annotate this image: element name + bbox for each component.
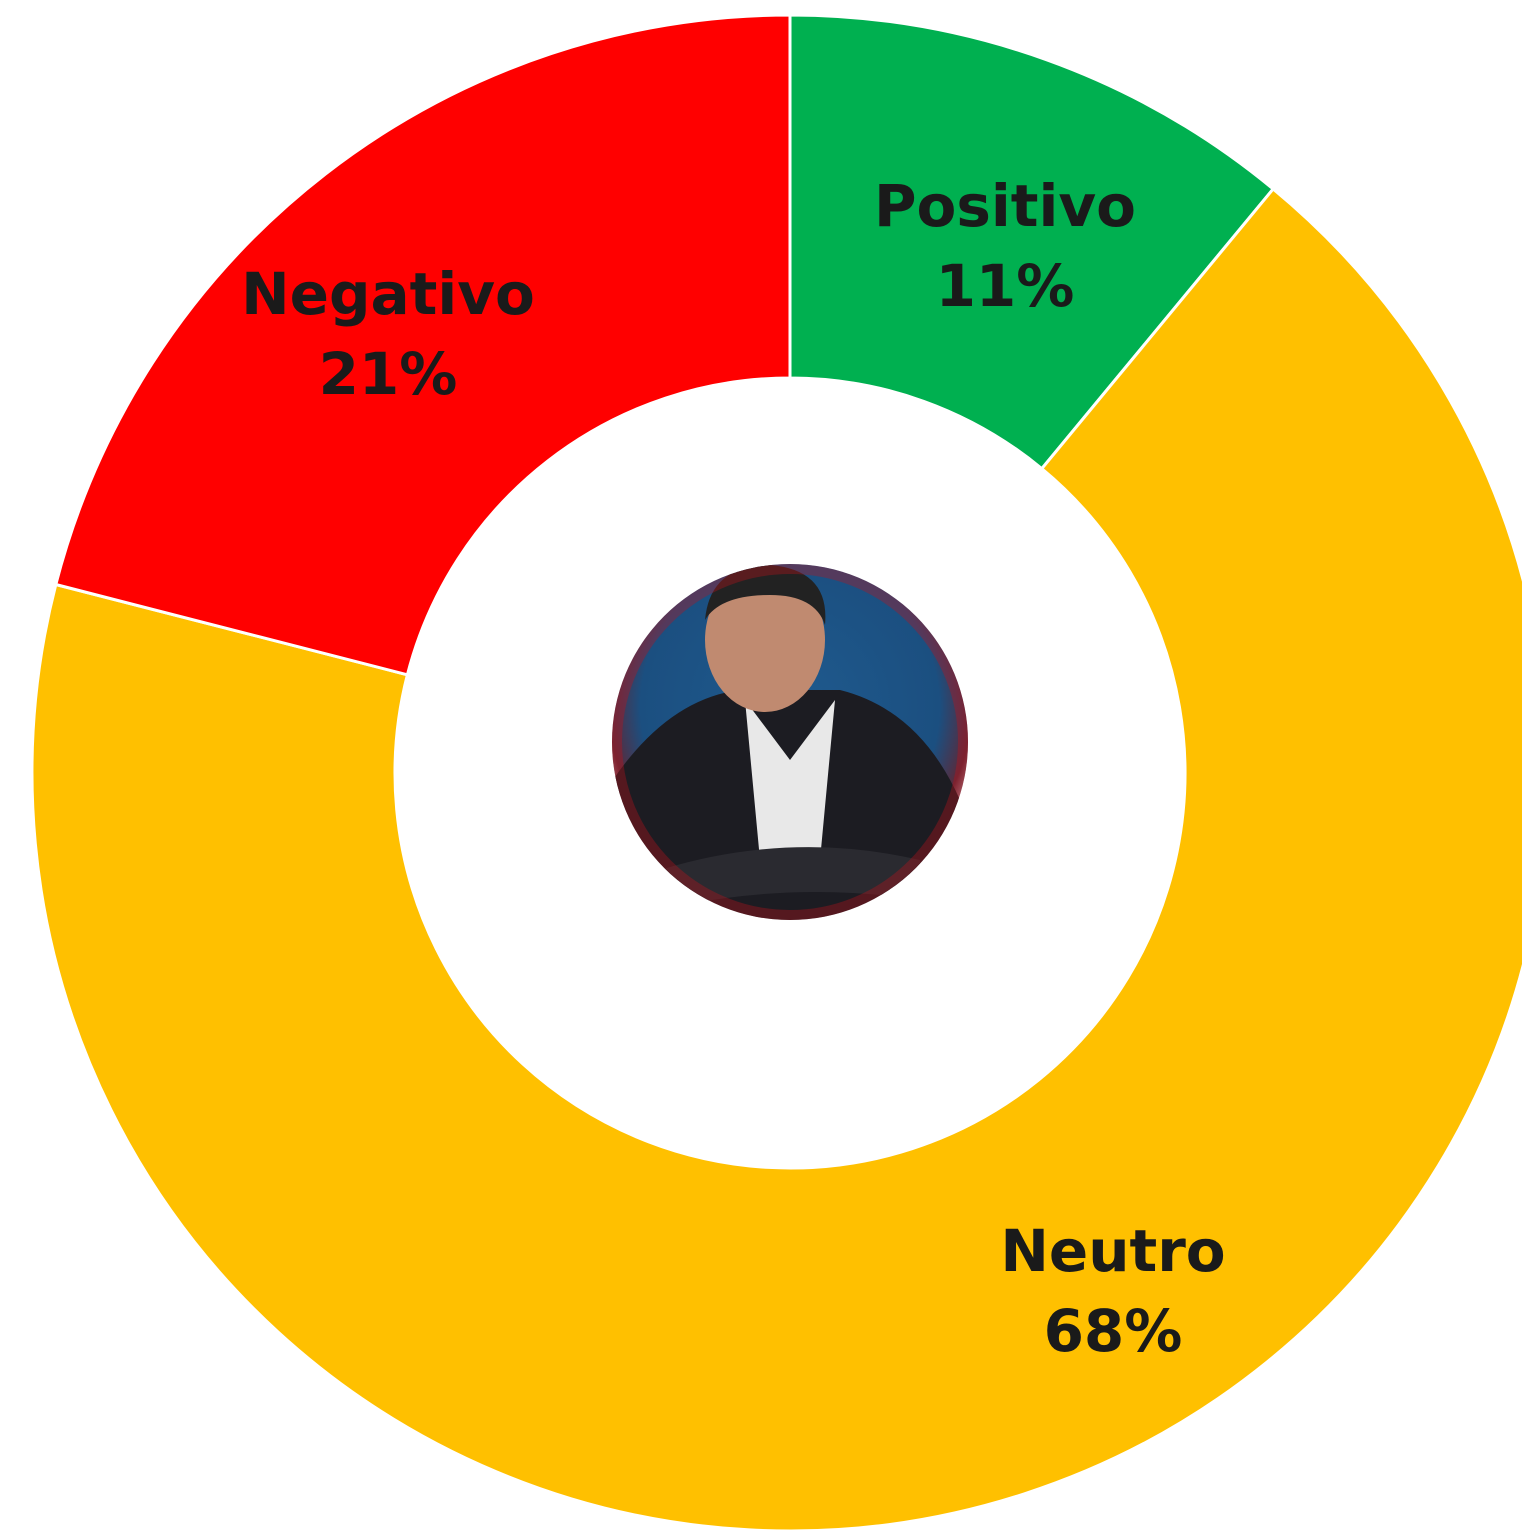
slice-value-label: 21% — [319, 340, 458, 408]
slice — [788, 13, 1276, 471]
slice-value-label: 11% — [936, 252, 1075, 320]
slice — [53, 13, 792, 677]
slice-label: Negativo — [241, 260, 535, 328]
slice — [30, 186, 1522, 1530]
portrait — [612, 564, 968, 920]
slice-label: Neutro — [1000, 1217, 1225, 1285]
slice-label: Positivo — [874, 172, 1136, 240]
portrait-figure — [612, 564, 968, 920]
slices — [30, 13, 1522, 1530]
labels: Positivo 11% Neutro 68% Negativo 21% — [241, 172, 1226, 1365]
slice-value-label: 68% — [1044, 1297, 1183, 1365]
